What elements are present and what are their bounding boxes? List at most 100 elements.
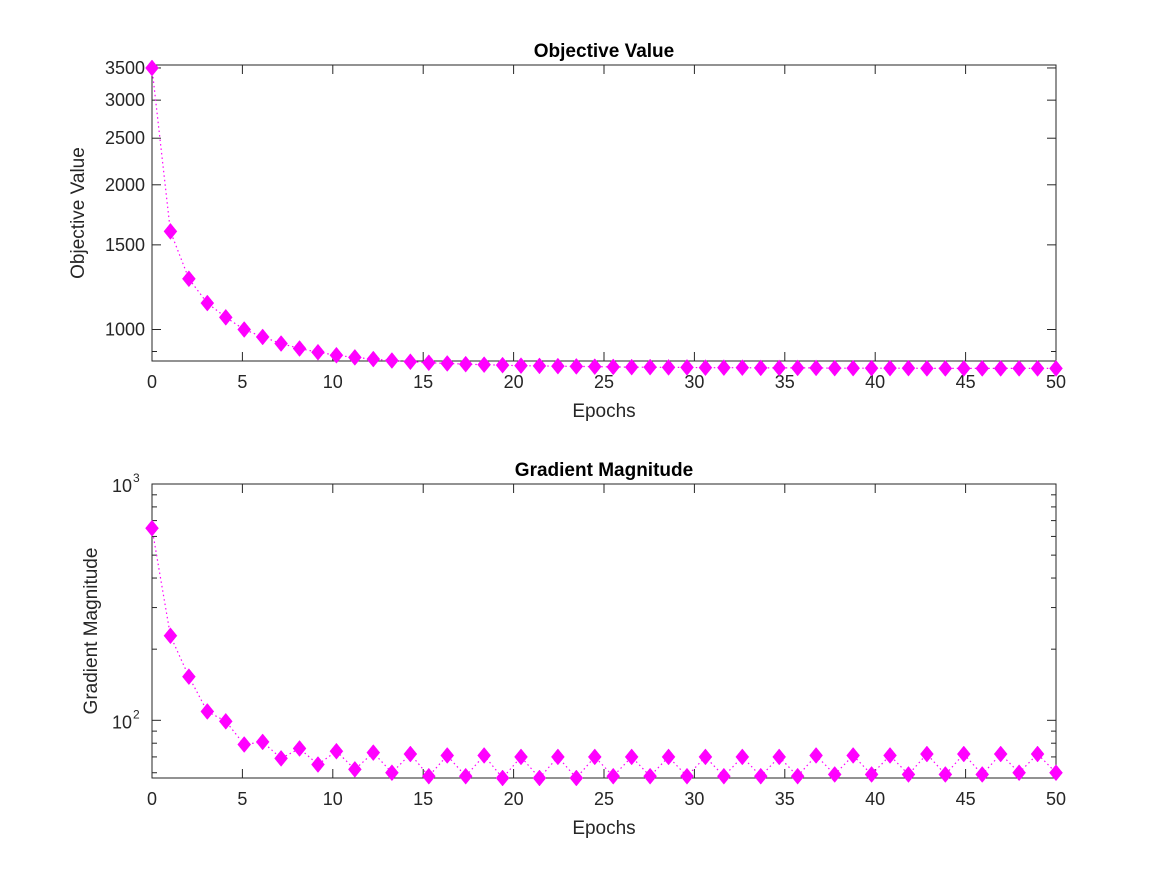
- data-point-diamond: [495, 356, 510, 374]
- data-point-diamond: [292, 340, 307, 357]
- x-axis-label: Epochs: [572, 818, 635, 839]
- data-point-diamond: [809, 747, 823, 764]
- data-point-diamond: [846, 359, 860, 377]
- data-point-diamond: [421, 767, 436, 785]
- x-tick-label: 15: [413, 789, 433, 809]
- y-tick-label-base: 10: [112, 712, 132, 732]
- data-point-diamond: [643, 358, 657, 376]
- data-point-diamond: [920, 360, 934, 377]
- y-tick-label: 1000: [105, 320, 145, 340]
- data-point-diamond: [200, 703, 215, 720]
- x-tick-label: 10: [323, 789, 343, 809]
- data-point-diamond: [292, 740, 307, 757]
- data-point-diamond: [329, 742, 344, 760]
- data-point-diamond: [1049, 764, 1063, 782]
- y-tick-label: 2000: [105, 175, 145, 195]
- y-tick-label-exponent: 2: [133, 707, 140, 721]
- axes-frame: [151, 64, 1057, 362]
- data-point-diamond: [458, 767, 473, 785]
- data-point-diamond: [182, 668, 196, 686]
- chart-1: 0 5 10 15 20 25 30 35 40 45 50 1000 1500 2000 2500 3000…: [68, 41, 1066, 422]
- data-point-diamond: [772, 748, 787, 766]
- data-point-diamond: [145, 59, 159, 77]
- data-point-diamond: [587, 358, 602, 376]
- data-point-diamond: [403, 745, 418, 763]
- data-point-diamond: [790, 767, 805, 785]
- x-tick-label: 10: [323, 372, 343, 392]
- data-point-diamond: [864, 359, 879, 377]
- data-point-diamond: [587, 748, 602, 766]
- data-point-diamond: [809, 359, 823, 377]
- x-tick-label: 5: [237, 372, 247, 392]
- data-point-diamond: [551, 357, 565, 375]
- data-point-diamond: [569, 358, 584, 375]
- data-point-diamond: [551, 748, 565, 766]
- x-tick-label: 0: [147, 789, 157, 809]
- data-point-diamond: [717, 767, 731, 785]
- data-point-diamond: [495, 769, 510, 787]
- data-point-diamond: [938, 360, 953, 377]
- data-point-diamond: [975, 766, 990, 783]
- x-tick-label: 30: [684, 372, 704, 392]
- data-point-diamond: [514, 748, 528, 766]
- data-point-diamond: [606, 767, 621, 785]
- x-tick-label: 30: [684, 789, 704, 809]
- x-tick-label: 35: [775, 789, 795, 809]
- data-point-diamond: [680, 359, 694, 376]
- data-point-diamond: [477, 747, 491, 764]
- data-point-diamond: [163, 222, 178, 240]
- data-point-diamond: [237, 321, 252, 338]
- data-point-diamond: [864, 766, 879, 783]
- data-point-diamond: [274, 335, 288, 352]
- x-tick-label: 20: [504, 372, 524, 392]
- data-point-diamond: [883, 359, 897, 377]
- x-tick-label: 0: [147, 372, 157, 392]
- data-point-diamond: [366, 744, 381, 762]
- x-tick-label: 5: [237, 789, 247, 809]
- x-tick-label: 15: [413, 372, 433, 392]
- y-tick-label: 10: [112, 712, 132, 732]
- data-point-diamond: [680, 767, 694, 785]
- data-point-diamond: [753, 359, 768, 377]
- data-point-diamond: [624, 358, 639, 376]
- y-tick-label-base: 10: [112, 476, 132, 496]
- data-point-diamond: [1030, 360, 1045, 377]
- x-tick-label: 50: [1046, 372, 1066, 392]
- x-tick-label: 25: [594, 789, 614, 809]
- data-point-diamond: [735, 748, 750, 766]
- data-point-diamond: [311, 756, 325, 773]
- data-point-diamond: [606, 358, 621, 376]
- data-point-diamond: [348, 348, 362, 366]
- data-point-diamond: [218, 712, 233, 730]
- chart-title: Objective Value: [534, 41, 674, 62]
- x-tick-label: 40: [865, 789, 885, 809]
- data-point-diamond: [993, 745, 1008, 763]
- data-point-diamond: [938, 766, 953, 783]
- data-point-diamond: [993, 360, 1008, 377]
- data-point-diamond: [735, 359, 750, 377]
- y-tick-label: 1500: [105, 235, 145, 255]
- data-point-diamond: [717, 359, 731, 377]
- data-point-diamond: [846, 747, 860, 764]
- data-point-diamond: [827, 359, 842, 377]
- data-point-diamond: [532, 357, 547, 375]
- data-point-diamond: [145, 519, 159, 537]
- x-tick-label: 45: [956, 789, 976, 809]
- data-point-diamond: [255, 733, 270, 751]
- data-point-diamond: [200, 294, 215, 312]
- data-point-diamond: [440, 747, 455, 764]
- data-point-diamond: [901, 766, 916, 783]
- data-point-diamond: [348, 760, 362, 778]
- data-point-diamond: [883, 747, 897, 764]
- x-tick-label: 20: [504, 789, 524, 809]
- x-tick-label: 40: [865, 372, 885, 392]
- data-point-diamond: [532, 769, 547, 787]
- data-point-diamond: [1049, 360, 1063, 377]
- y-axis-label: Gradient Magnitude: [81, 548, 102, 715]
- data-point-diamond: [237, 736, 252, 753]
- data-point-diamond: [624, 748, 639, 766]
- series-line: [151, 67, 1056, 369]
- data-point-diamond: [514, 357, 528, 375]
